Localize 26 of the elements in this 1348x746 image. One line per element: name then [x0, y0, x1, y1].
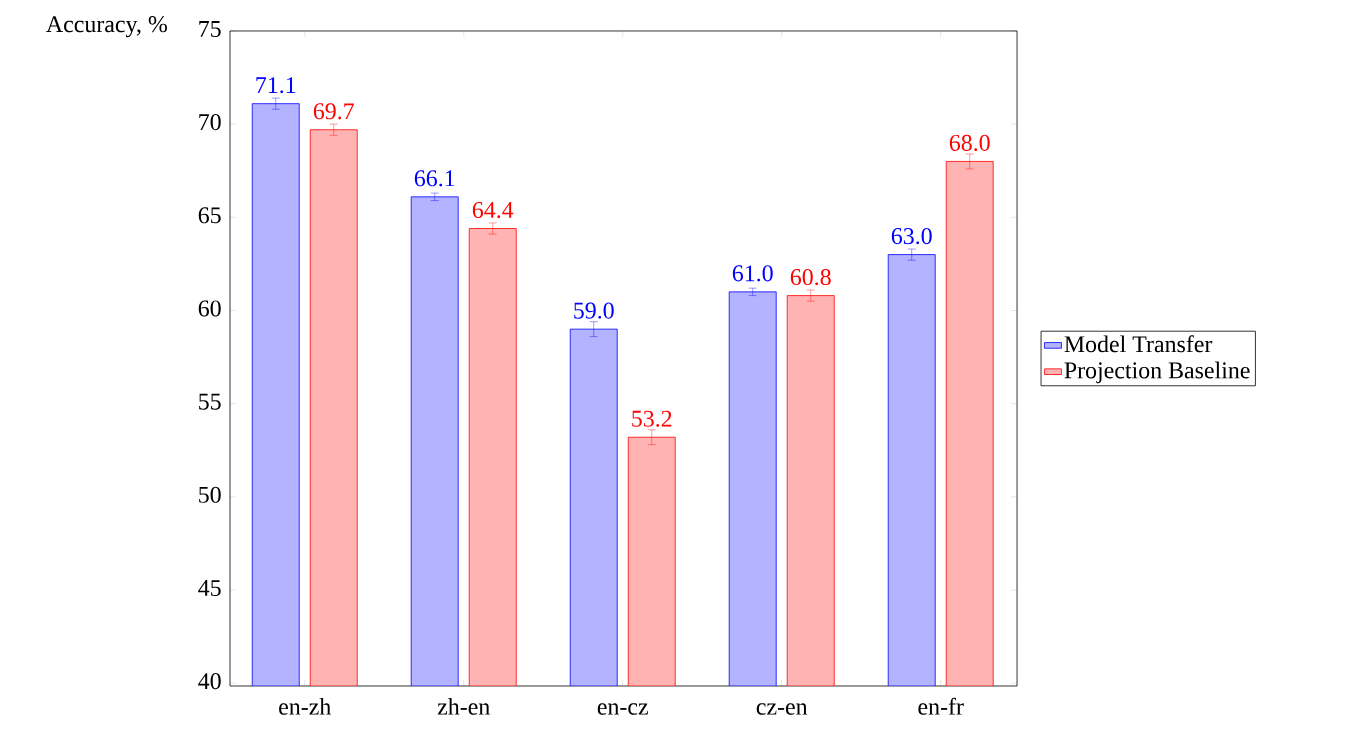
- data-label: 59.0: [574, 302, 614, 319]
- data-label: 68.0: [949, 134, 990, 152]
- x-tick-label: cz-en: [756, 703, 808, 715]
- y-tick-label: 40: [198, 673, 221, 690]
- y-tick-label: 65: [198, 207, 221, 224]
- data-label: 69.7: [313, 103, 354, 120]
- data-label: 63.0: [891, 227, 932, 245]
- x-tick-label: en-zh: [279, 698, 331, 715]
- data-label: 53.2: [632, 410, 672, 427]
- y-tick-label: 45: [198, 580, 221, 597]
- legend-label: Projection Baseline: [1064, 361, 1250, 384]
- x-tick-label: en-cz: [597, 703, 648, 715]
- y-axis-title: Accuracy, %: [46, 16, 167, 38]
- data-label: 66.1: [414, 170, 455, 187]
- x-tick-label: en-fr: [918, 697, 964, 715]
- y-tick-label: 50: [199, 486, 221, 503]
- x-tick-label: zh-en: [437, 698, 490, 715]
- data-label: 71.1: [256, 77, 296, 94]
- y-tick-label: 75: [199, 21, 221, 37]
- y-tick-label: 60: [198, 300, 221, 317]
- data-label: 61.0: [732, 265, 773, 282]
- data-label: 64.4: [472, 201, 514, 219]
- data-label: 60.8: [790, 268, 831, 286]
- legend-label: Model Transfer: [1064, 335, 1213, 353]
- y-tick-label: 70: [199, 114, 221, 131]
- y-tick-label: 55: [199, 393, 221, 410]
